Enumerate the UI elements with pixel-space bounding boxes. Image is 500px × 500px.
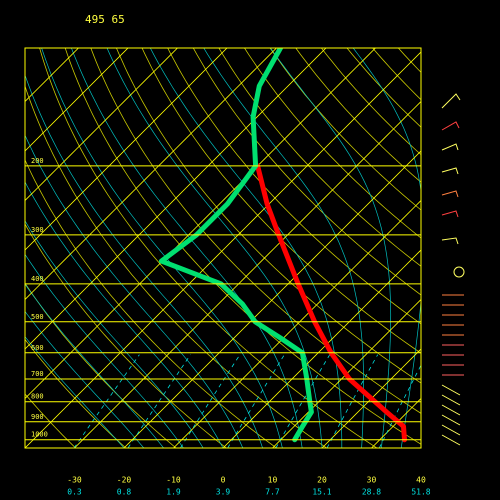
mixing-ratio-label: 51.8 <box>411 488 430 497</box>
isotherm <box>25 48 277 301</box>
y-tick-label: 400 <box>31 275 44 283</box>
mixing-ratio-label: 3.9 <box>216 488 231 497</box>
mixing-ratio-label: 1.9 <box>166 488 181 497</box>
dry-adiabat <box>90 48 421 414</box>
moist-adiabat <box>25 181 224 448</box>
moist-adiabat <box>41 48 283 448</box>
x-tick-label: 0 <box>221 476 226 485</box>
y-tick-label: 300 <box>31 226 44 234</box>
moist-adiabat <box>25 74 263 448</box>
y-tick-label: 200 <box>31 157 44 165</box>
wind-barb <box>441 210 459 218</box>
wind-barb <box>441 121 460 131</box>
isotherm <box>123 150 421 448</box>
isotherm <box>25 48 327 350</box>
wind-barb <box>441 384 461 446</box>
dry-adiabat <box>25 282 177 448</box>
moist-adiabat <box>25 253 184 448</box>
dry-adiabat <box>25 159 277 448</box>
moist-adiabat <box>25 220 204 448</box>
dry-adiabat <box>244 48 421 239</box>
dry-adiabat <box>269 48 421 211</box>
moist-adiabat <box>106 48 323 448</box>
y-tick-label: 600 <box>31 344 44 352</box>
x-tick-label: 10 <box>268 476 278 485</box>
profile-line <box>158 48 314 443</box>
mixing-ratio-line <box>275 354 331 448</box>
mixing-ratio-line <box>378 364 421 448</box>
moist-adiabat <box>25 134 244 448</box>
moist-adiabat <box>25 283 164 448</box>
moist-adiabat <box>25 310 145 448</box>
isotherm <box>25 48 178 202</box>
mixing-ratio-label: 15.1 <box>312 488 331 497</box>
isotherm <box>222 249 421 448</box>
wind-barb <box>441 143 459 151</box>
x-tick-label: 40 <box>416 476 426 485</box>
x-tick-label: 30 <box>367 476 377 485</box>
isotherm <box>25 51 421 448</box>
dry-adiabat <box>192 48 421 296</box>
dry-adiabat <box>321 48 421 156</box>
dry-adiabat <box>116 48 421 384</box>
dry-adiabat <box>218 48 421 267</box>
y-tick-label: 900 <box>31 413 44 421</box>
wind-barb <box>442 294 464 336</box>
plot-frame <box>24 47 422 449</box>
moist-adiabat <box>352 48 421 448</box>
moist-adiabat <box>203 48 364 448</box>
moist-adiabat <box>25 336 125 448</box>
mixing-ratio-line <box>326 354 379 448</box>
chart-title: 495 65 <box>85 13 125 26</box>
wind-barb <box>441 190 459 198</box>
mixing-ratio-label: 0.8 <box>117 488 132 497</box>
wind-barb <box>441 93 461 109</box>
dry-adiabat <box>295 48 421 183</box>
mixing-ratio-label: 28.8 <box>362 488 381 497</box>
x-tick-label: -10 <box>166 476 181 485</box>
plot-area <box>25 48 421 448</box>
y-tick-label: 700 <box>31 370 44 378</box>
x-tick-label: -20 <box>117 476 132 485</box>
mixing-ratio-label: 7.7 <box>265 488 280 497</box>
calm-circle <box>453 266 465 278</box>
mixing-ratio-line <box>180 354 241 448</box>
x-tick-label: 20 <box>317 476 327 485</box>
dry-adiabat <box>39 48 378 448</box>
isotherm <box>321 348 421 448</box>
dry-adiabat <box>25 338 127 448</box>
isotherm <box>74 100 421 448</box>
y-tick-label: 1000 <box>31 431 48 439</box>
isotherm <box>25 48 129 152</box>
isotherm <box>272 298 421 448</box>
dry-adiabat <box>141 48 421 354</box>
dry-adiabat <box>25 84 327 448</box>
dry-adiabat <box>25 223 227 448</box>
moist-adiabat <box>71 48 303 448</box>
y-tick-label: 500 <box>31 313 44 321</box>
isotherm <box>25 48 228 251</box>
mixing-ratio-line <box>227 354 285 448</box>
isotherm <box>173 199 421 448</box>
wind-barb <box>442 344 464 376</box>
mixing-ratio-label: 0.3 <box>67 488 82 497</box>
moist-adiabat <box>149 48 343 448</box>
y-tick-label: 800 <box>31 393 44 401</box>
wind-barbs <box>441 93 465 446</box>
x-tick-label: -30 <box>67 476 82 485</box>
wind-barb <box>441 167 459 175</box>
dry-adiabat <box>167 48 421 325</box>
wind-barb <box>441 237 459 245</box>
profile-line <box>255 163 407 443</box>
moist-adiabat <box>270 48 392 448</box>
